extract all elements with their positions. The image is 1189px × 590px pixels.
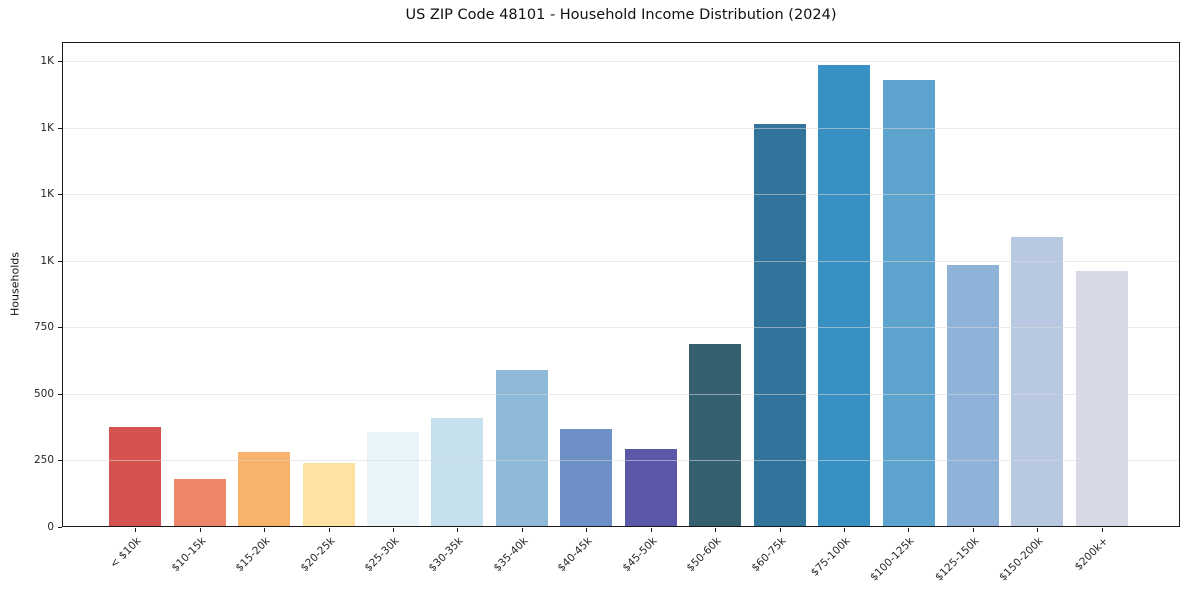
x-tick-mark xyxy=(522,528,523,532)
x-tick-mark xyxy=(973,528,974,532)
y-tick-mark xyxy=(58,527,62,528)
bar-$15-20k xyxy=(238,452,291,527)
x-tick-label: < $10k xyxy=(108,535,144,571)
y-tick-mark xyxy=(58,61,62,62)
gridline xyxy=(63,460,1179,461)
bar-$150-200k xyxy=(1011,237,1064,527)
gridline xyxy=(63,394,1179,395)
bar-$60-75k xyxy=(753,124,806,527)
bar-$10-15k xyxy=(173,479,226,527)
bar-$25-30k xyxy=(367,432,419,527)
bar-$20-25k xyxy=(302,463,355,527)
bar-$30-35k xyxy=(431,418,484,527)
y-tick-mark xyxy=(58,261,62,262)
gridline xyxy=(63,61,1179,62)
x-tick-mark xyxy=(844,528,845,532)
x-tick-mark xyxy=(908,528,909,532)
y-tick-label: 1K xyxy=(40,188,54,200)
bar-$35-40k xyxy=(495,370,548,527)
y-tick-label: 0 xyxy=(47,521,54,533)
y-tick-mark xyxy=(58,128,62,129)
x-tick-mark xyxy=(586,528,587,532)
bar-$40-45k xyxy=(560,429,613,527)
chart-title: US ZIP Code 48101 - Household Income Dis… xyxy=(405,7,837,23)
x-tick-mark xyxy=(393,528,394,532)
gridline xyxy=(63,261,1179,262)
x-tick-mark xyxy=(135,528,136,532)
y-tick-label: 500 xyxy=(33,388,54,400)
bar-< $10k xyxy=(109,427,162,527)
x-tick-mark xyxy=(200,528,201,532)
x-tick-mark xyxy=(264,528,265,532)
y-tick-label: 250 xyxy=(33,454,54,466)
y-tick-label: 1K xyxy=(40,255,54,267)
y-tick-mark xyxy=(58,327,62,328)
x-tick-mark xyxy=(329,528,330,532)
x-tick-mark xyxy=(457,528,458,532)
x-tick-mark xyxy=(1037,528,1038,532)
plot-area xyxy=(62,42,1180,527)
bar-$200k+ xyxy=(1075,271,1128,527)
bar-$125-150k xyxy=(946,265,999,527)
bar-$100-125k xyxy=(882,80,935,527)
x-tick-mark xyxy=(1102,528,1103,532)
x-tick-mark xyxy=(651,528,652,532)
y-tick-label: 750 xyxy=(33,321,54,333)
gridline xyxy=(63,194,1179,195)
bar-$45-50k xyxy=(624,449,677,527)
y-tick-mark xyxy=(58,460,62,461)
y-tick-mark xyxy=(58,394,62,395)
x-tick-mark xyxy=(715,528,716,532)
y-tick-mark xyxy=(58,194,62,195)
bar-$75-100k xyxy=(818,65,870,527)
y-tick-label: 1K xyxy=(40,55,54,67)
gridline xyxy=(63,327,1179,328)
x-tick-mark xyxy=(780,528,781,532)
bar-$50-60k xyxy=(689,344,742,527)
gridline xyxy=(63,128,1179,129)
y-tick-label: 1K xyxy=(40,122,54,134)
